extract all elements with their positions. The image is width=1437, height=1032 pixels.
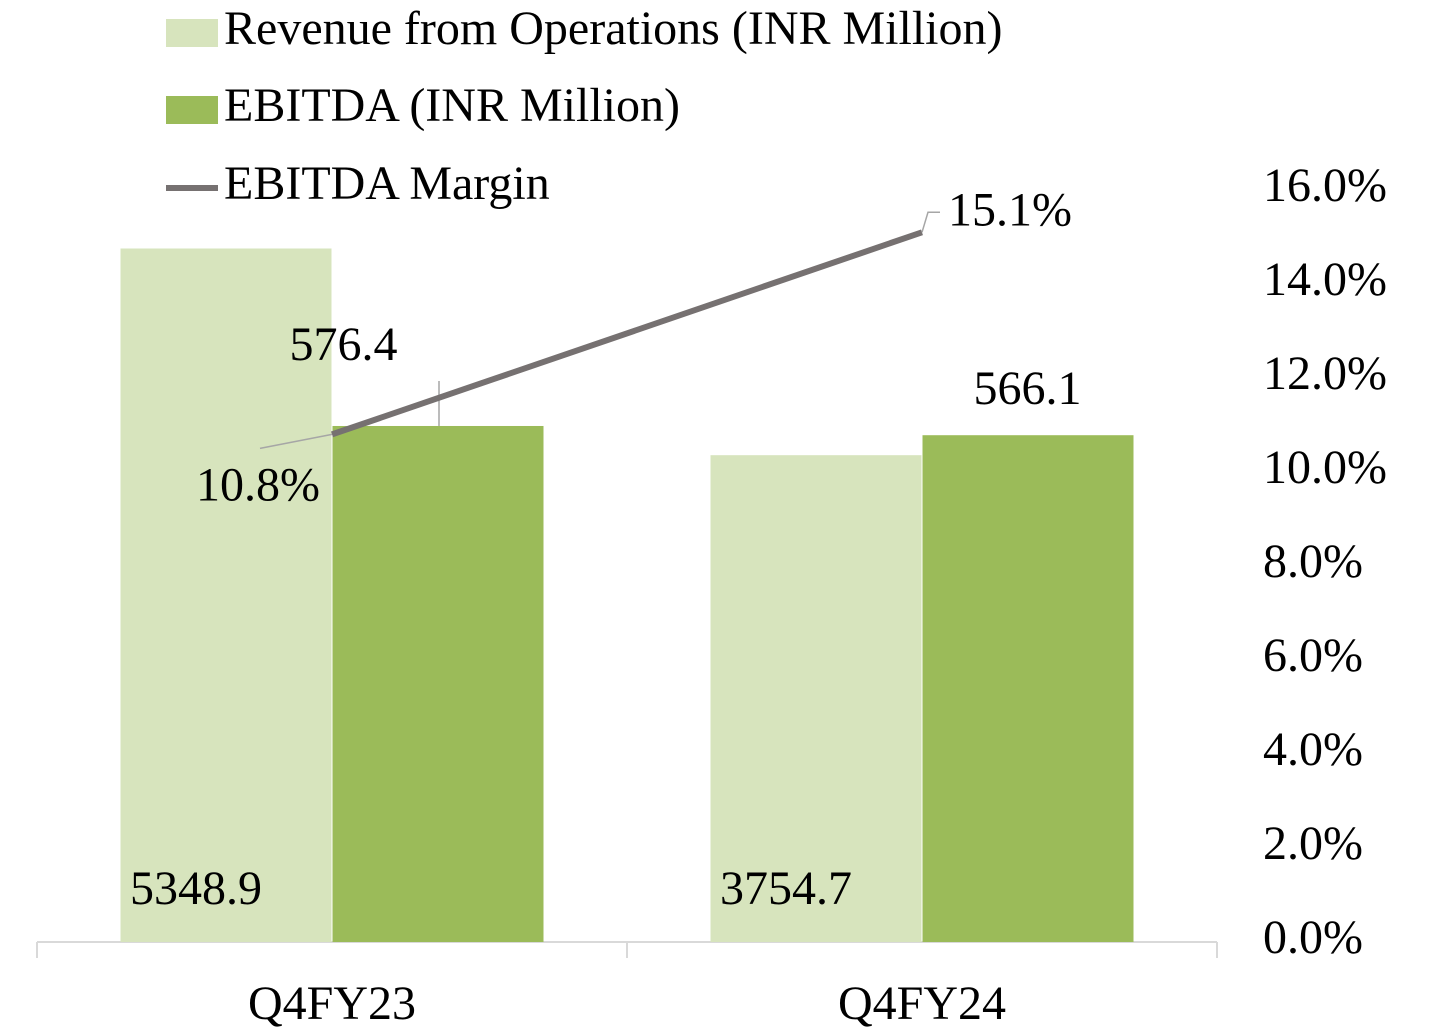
legend-swatch: [166, 96, 218, 124]
data-label: 15.1%: [948, 183, 1072, 236]
leader-line: [259, 433, 333, 450]
y2-tick-label: 16.0%: [1263, 159, 1387, 212]
y2-tick-label: 10.0%: [1263, 441, 1387, 494]
leader-line: [921, 211, 940, 233]
y2-tick-label: 8.0%: [1263, 535, 1363, 588]
y2-tick-label: 12.0%: [1263, 347, 1387, 400]
legend-label: Revenue from Operations (INR Million): [224, 2, 1003, 55]
data-label: 3754.7: [720, 862, 852, 915]
data-label: 566.1: [974, 362, 1082, 415]
data-label: 10.8%: [196, 458, 320, 511]
legend-label: EBITDA (INR Million): [224, 79, 680, 132]
y2-tick-label: 6.0%: [1263, 629, 1363, 682]
bar: [120, 248, 332, 943]
y2-tick-label: 14.0%: [1263, 253, 1387, 306]
y2-tick-label: 4.0%: [1263, 723, 1363, 776]
line: [331, 229, 923, 438]
x-tick-label: Q4FY24: [838, 977, 1006, 1030]
bar: [922, 435, 1134, 942]
legend-swatch: [166, 19, 218, 47]
y2-tick-label: 0.0%: [1263, 911, 1363, 964]
legend-label: EBITDA Margin: [224, 157, 550, 210]
data-label: 576.4: [290, 318, 398, 371]
bar: [710, 455, 922, 942]
y2-tick-label: 2.0%: [1263, 817, 1363, 870]
x-tick-label: Q4FY23: [248, 977, 416, 1030]
bar: [332, 425, 544, 943]
data-label: 5348.9: [130, 862, 262, 915]
